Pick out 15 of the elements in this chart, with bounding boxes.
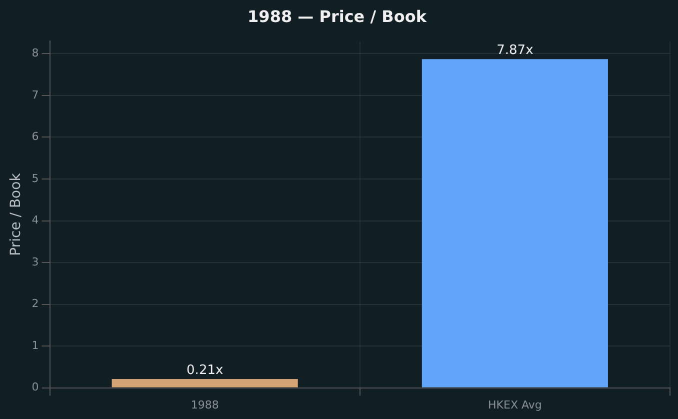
y-axis-title: Price / Book bbox=[8, 172, 24, 256]
y-tick-label: 7 bbox=[32, 88, 39, 102]
x-tick-label: 1988 bbox=[190, 398, 219, 412]
y-tick-label: 0 bbox=[32, 380, 39, 394]
y-tick-label: 5 bbox=[32, 172, 39, 185]
data-label: 0.21x bbox=[186, 362, 224, 378]
data-label: 7.87x bbox=[496, 43, 534, 58]
y-tick-label: 1 bbox=[32, 338, 39, 352]
y-tick-label: 4 bbox=[32, 214, 39, 227]
y-tick-label: 2 bbox=[32, 297, 39, 310]
chart-title: 1988 — Price / Book bbox=[248, 6, 427, 26]
y-tick-label: 8 bbox=[32, 46, 39, 60]
y-tick-label: 6 bbox=[32, 130, 39, 144]
y-tick-label: 3 bbox=[32, 255, 39, 268]
x-tick-label: HKEX Avg bbox=[488, 398, 542, 412]
